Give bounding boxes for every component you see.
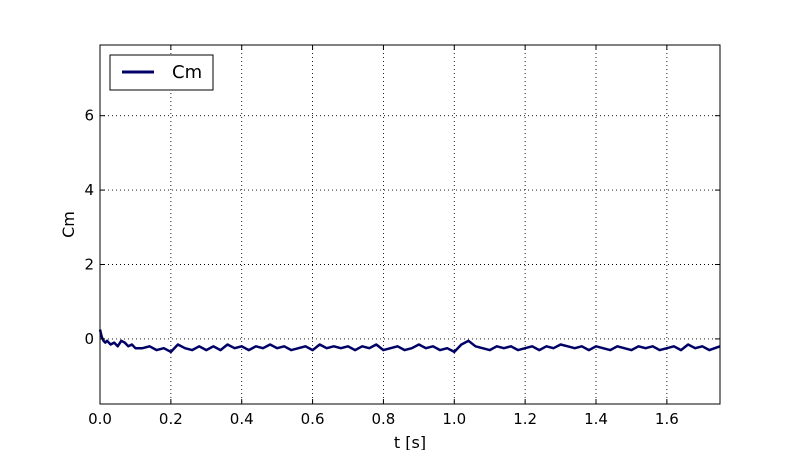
x-tick-label: 1.2 (513, 410, 537, 428)
legend: Cm (109, 54, 214, 91)
x-tick-label: 0.2 (159, 410, 183, 428)
x-axis-label: t [s] (394, 433, 426, 450)
legend-entry-cm: Cm (172, 62, 202, 83)
grid (100, 45, 720, 404)
x-tick-label: 1.4 (584, 410, 608, 428)
x-tick-label: 1.0 (442, 410, 466, 428)
plot-frame (99, 44, 721, 405)
axis-ticks: 0.0 0.2 0.4 0.6 0.8 1.0 1.2 1.4 1.6 0 2 4 6 (84, 45, 720, 428)
x-tick-label: 0.6 (301, 410, 325, 428)
x-tick-label: 0.4 (230, 410, 254, 428)
x-tick-label: 1.6 (655, 410, 679, 428)
series-line-cm (98, 329, 721, 354)
y-tick-label: 2 (84, 255, 94, 273)
x-tick-label: 0.8 (371, 410, 395, 428)
y-tick-label: 4 (84, 181, 94, 199)
y-tick-label: 6 (84, 107, 94, 125)
series-layer (98, 329, 721, 354)
x-tick-label: 0.0 (88, 410, 112, 428)
y-tick-label: 0 (84, 330, 94, 348)
y-axis-label: Cm (59, 211, 78, 238)
